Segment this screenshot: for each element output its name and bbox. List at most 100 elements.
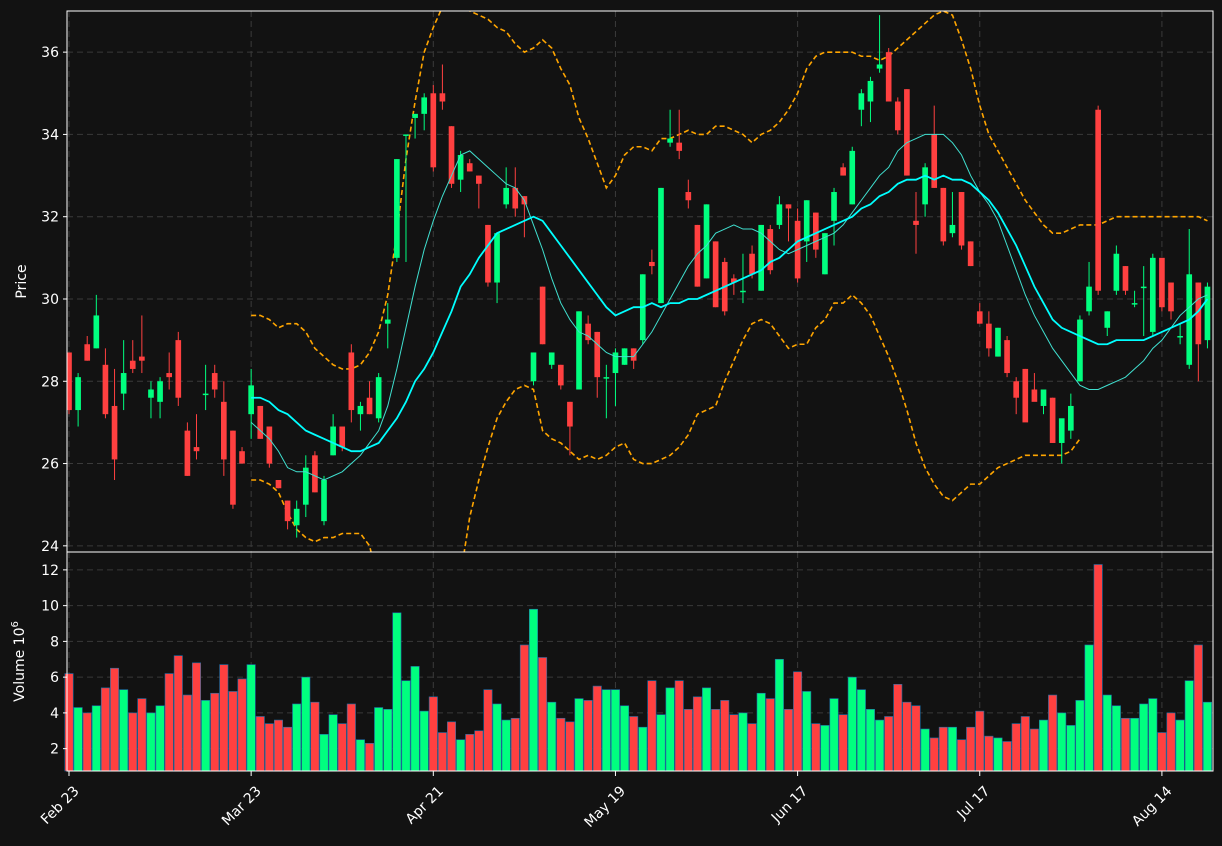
volume-bar [565, 721, 575, 772]
volume-bar [556, 717, 566, 772]
volume-bar [73, 707, 83, 772]
volume-bar [838, 714, 848, 772]
candle-body-up [831, 192, 837, 221]
volume-bar [547, 701, 557, 772]
volume-tick-label: 12 [41, 563, 59, 579]
volume-bar [784, 709, 793, 772]
volume-bar [829, 698, 839, 772]
candle-body-down [312, 455, 318, 493]
candle-body-up [75, 377, 81, 411]
volume-bar [301, 676, 311, 772]
volume-bar [884, 716, 894, 772]
candle-body-up [120, 373, 127, 394]
volume-bar [629, 716, 639, 772]
candle-body-down [1004, 340, 1010, 374]
candle-body-down [958, 192, 965, 246]
volume-bar [428, 696, 438, 772]
candle-body-down [812, 212, 819, 250]
volume-bar [310, 701, 320, 772]
candle-body-up [202, 393, 209, 396]
candle-body-down [139, 356, 145, 361]
volume-tick-label: 8 [50, 634, 59, 650]
candle-body-up [157, 381, 163, 402]
volume-bar [1084, 644, 1094, 772]
volume-bar [765, 698, 775, 772]
volume-bar [1002, 741, 1012, 772]
price-tick-label: 28 [41, 374, 59, 390]
volume-bar [911, 705, 921, 772]
volume-bar [1139, 703, 1149, 772]
candle-body-down [230, 430, 236, 505]
candle-body-down [712, 241, 719, 308]
candle-body-up [293, 508, 300, 526]
candle-body-up [503, 187, 509, 205]
volume-tick-label: 4 [50, 706, 59, 722]
candle-body-down [1013, 381, 1020, 398]
candle-body-down [557, 364, 564, 386]
candle-body-down [84, 344, 91, 361]
volume-bar [1048, 694, 1058, 772]
candle-body-down [967, 241, 974, 267]
candle-body-down [1049, 397, 1056, 443]
volume-bar [947, 726, 957, 772]
candle-body-down [257, 405, 264, 439]
candle-body-down [339, 426, 346, 448]
candle-body-up [494, 233, 500, 283]
volume-bar [610, 689, 620, 772]
volume-bar [592, 685, 602, 772]
volume-bar [820, 725, 830, 772]
candle-body-down [539, 286, 546, 345]
price-tick-label: 26 [41, 457, 59, 473]
candle-body-up [922, 167, 928, 205]
candle-body-up [384, 319, 391, 324]
candle-body-down [266, 426, 273, 464]
candle-body-up [1131, 303, 1138, 305]
candle-body-up [949, 224, 956, 234]
volume-bar [802, 691, 812, 772]
volume-bar [410, 666, 420, 772]
volume-bar [155, 705, 165, 772]
volume-bar [228, 691, 238, 772]
volume-bar [1093, 564, 1103, 772]
candle-body-up [530, 352, 537, 382]
volume-bar [793, 671, 803, 772]
candle-body-down [1031, 389, 1038, 402]
volume-bar [929, 737, 939, 772]
volume-bar [510, 717, 520, 772]
volume-bar [938, 726, 948, 772]
volume-bar [273, 719, 283, 772]
candle-body-down [184, 430, 191, 476]
volume-bar [583, 700, 593, 772]
candle-body-down [676, 142, 683, 151]
candle-body-up [876, 64, 883, 69]
volume-bar [811, 723, 821, 772]
volume-bar [1057, 712, 1067, 772]
candle-body-down [931, 134, 938, 188]
volume-bar [110, 667, 120, 772]
volume-bar [264, 723, 274, 772]
candle-body-up [658, 187, 664, 304]
volume-bar [246, 664, 256, 772]
candle-body-down [1159, 257, 1165, 308]
candle-body-down [476, 175, 482, 184]
candle-body-up [603, 377, 610, 379]
volume-bar [1193, 644, 1203, 772]
candle-body-down [221, 401, 227, 460]
volume-bar [255, 716, 265, 772]
candle-body-down [649, 261, 655, 267]
volume-bar [91, 705, 101, 772]
candle-body-up [867, 80, 874, 102]
volume-axis-label: Volume 106 [10, 621, 28, 702]
volume-bar [1075, 700, 1085, 772]
candle-body-down [940, 187, 947, 242]
candle-body-down [284, 500, 291, 522]
volume-bar [164, 673, 174, 772]
candle-body-up [1149, 257, 1156, 332]
volume-bar [1039, 719, 1048, 772]
volume-bar [374, 707, 384, 772]
volume-bar [437, 732, 447, 772]
volume-bar [920, 728, 930, 772]
price-tick-label: 24 [41, 539, 59, 555]
